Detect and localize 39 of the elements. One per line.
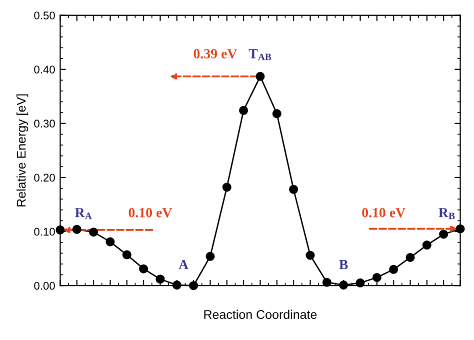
point bbox=[222, 182, 232, 192]
y-tick-label: 0.30 bbox=[34, 120, 55, 128]
x-axis-title: Reaction Coordinate bbox=[204, 310, 317, 319]
point bbox=[406, 252, 415, 262]
annotation: T$_{AB}$ bbox=[248, 49, 272, 60]
point bbox=[206, 252, 215, 261]
point bbox=[106, 237, 115, 246]
point bbox=[122, 250, 132, 260]
annotation: B bbox=[339, 260, 348, 270]
point bbox=[156, 274, 165, 284]
point bbox=[189, 281, 198, 290]
y-tick-label: 0.50 bbox=[34, 12, 55, 20]
point bbox=[389, 264, 398, 274]
y-axis-title: Relative Energy [eV] bbox=[16, 94, 28, 206]
point bbox=[322, 278, 332, 287]
annotation: R$_{A}$ bbox=[75, 208, 92, 220]
point bbox=[356, 278, 365, 288]
point bbox=[372, 272, 382, 282]
point bbox=[439, 230, 448, 239]
point bbox=[89, 228, 98, 237]
point bbox=[139, 264, 148, 274]
point bbox=[172, 280, 182, 290]
annotation: 0.10 eV bbox=[362, 208, 406, 218]
annotation: 0.10 eV bbox=[128, 208, 172, 218]
point bbox=[339, 280, 348, 290]
point bbox=[239, 106, 248, 115]
point bbox=[306, 250, 315, 260]
point bbox=[422, 240, 432, 250]
point bbox=[289, 184, 298, 194]
point bbox=[256, 72, 265, 81]
y-tick-label: 0.40 bbox=[34, 66, 55, 74]
annotation: R$_{B}$ bbox=[438, 208, 455, 220]
y-tick-label: 0.20 bbox=[34, 174, 55, 182]
annotation: A bbox=[178, 260, 188, 270]
y-tick-label: 0.00 bbox=[34, 282, 55, 290]
point bbox=[272, 109, 282, 118]
point bbox=[72, 224, 82, 234]
annotation: 0.39 eV bbox=[194, 49, 238, 59]
y-tick-label: 0.10 bbox=[34, 228, 55, 236]
